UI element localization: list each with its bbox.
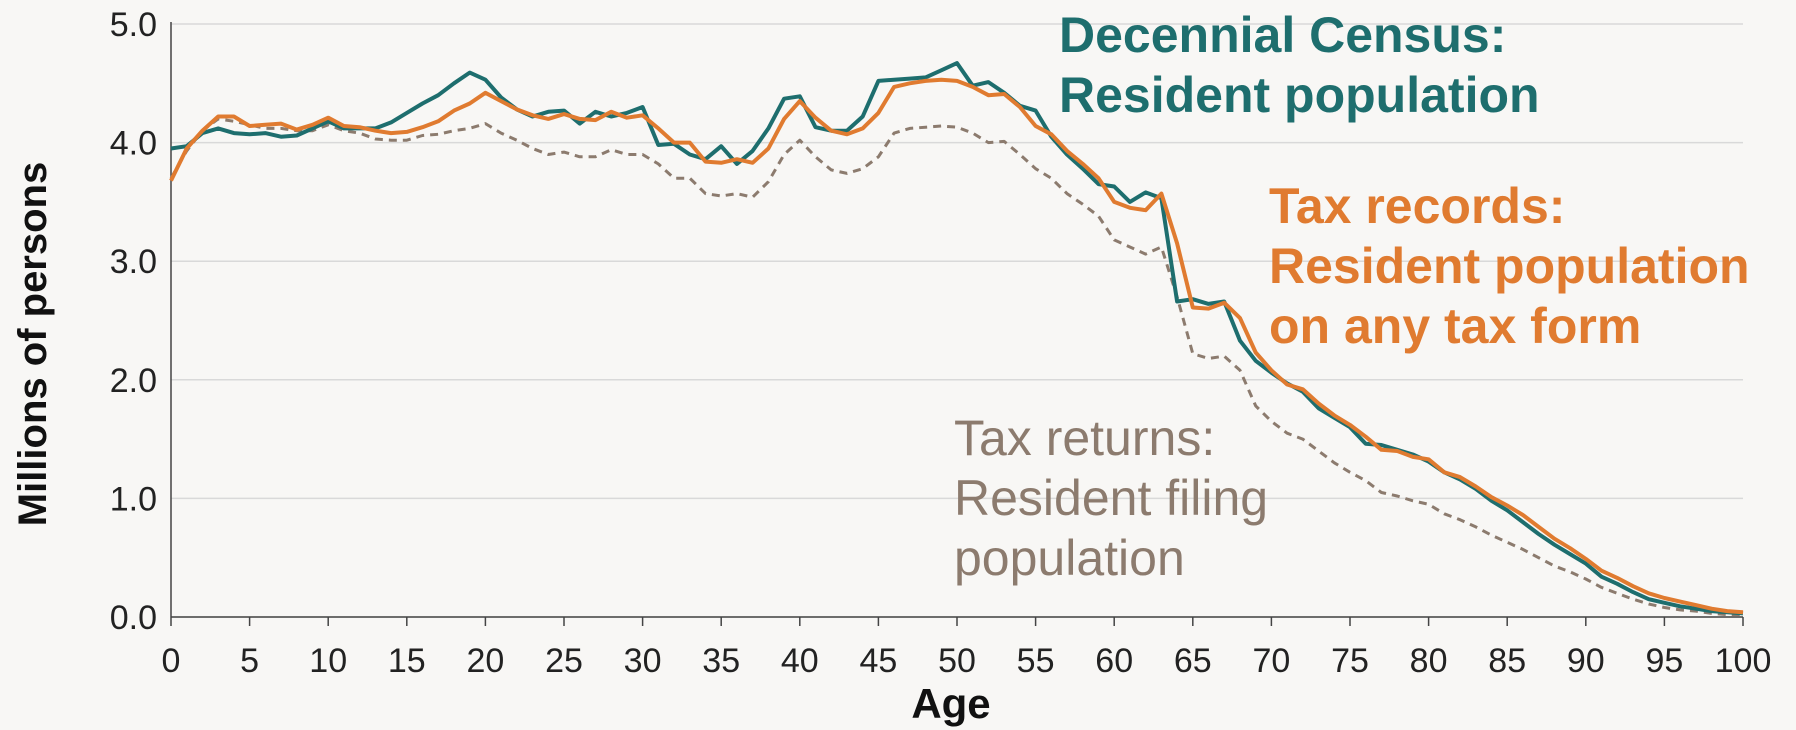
x-tick-label: 40 xyxy=(781,642,819,680)
x-tick-label: 95 xyxy=(1645,642,1683,680)
annotation-line: Resident population xyxy=(1059,67,1540,123)
x-tick-label: 60 xyxy=(1095,642,1133,680)
x-tick-label: 80 xyxy=(1410,642,1448,680)
annotation-line: population xyxy=(954,530,1185,586)
y-tick-label: 2.0 xyxy=(110,362,157,400)
x-tick-label: 10 xyxy=(309,642,347,680)
x-tick-label: 55 xyxy=(1017,642,1055,680)
annotation: Decennial Census: Resident population xyxy=(1059,7,1540,123)
x-tick-label: 30 xyxy=(624,642,662,680)
y-axis-label: Millions of persons xyxy=(11,162,55,526)
x-tick-label: 15 xyxy=(388,642,426,680)
x-tick-label: 100 xyxy=(1715,642,1772,680)
x-tick-label: 65 xyxy=(1174,642,1212,680)
annotation-line: on any tax form xyxy=(1269,298,1641,354)
y-tick-label: 0.0 xyxy=(110,599,157,637)
annotation-line: Decennial Census: xyxy=(1059,7,1506,63)
annotation-line: Tax records: xyxy=(1269,178,1565,234)
line-series xyxy=(170,61,1744,616)
x-tick-label: 35 xyxy=(702,642,740,680)
y-tick-label: 1.0 xyxy=(110,480,157,518)
x-tick-label: 5 xyxy=(240,642,259,680)
line-series xyxy=(169,117,1743,617)
y-tick-label: 3.0 xyxy=(110,243,157,281)
line-series xyxy=(169,77,1744,615)
x-tick-label: 45 xyxy=(859,642,897,680)
annotation-line: Resident filing xyxy=(954,470,1268,526)
annotation: Tax records: Resident population on any ta… xyxy=(1269,178,1750,354)
x-tick-label: 70 xyxy=(1252,642,1290,680)
x-axis-label: Age xyxy=(911,680,990,727)
y-tick-label: 5.0 xyxy=(110,6,157,44)
x-tick-label: 50 xyxy=(938,642,976,680)
x-tick-label: 0 xyxy=(162,642,181,680)
x-tick-label: 90 xyxy=(1567,642,1605,680)
annotation: Tax returns: Resident filing population xyxy=(954,410,1268,586)
annotation-line: Tax returns: xyxy=(954,410,1215,466)
annotation-line: Resident population xyxy=(1269,238,1750,294)
y-tick-label: 4.0 xyxy=(110,125,157,163)
x-tick-label: 20 xyxy=(466,642,504,680)
x-tick-label: 25 xyxy=(545,642,583,680)
x-tick-label: 75 xyxy=(1331,642,1369,680)
x-tick-label: 85 xyxy=(1488,642,1526,680)
